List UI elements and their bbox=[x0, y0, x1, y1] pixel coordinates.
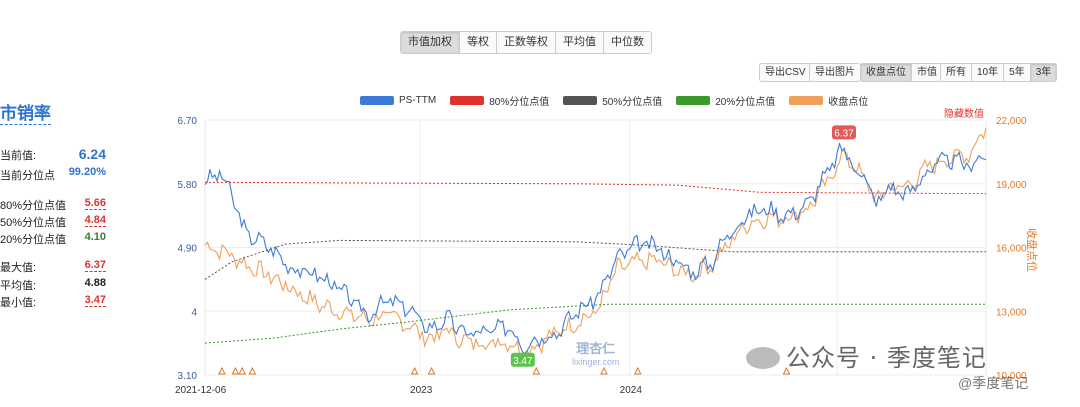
weighting-tabs: 市值加权 等权 正数等权 平均值 中位数 bbox=[400, 31, 652, 54]
legend-item[interactable]: 50%分位点值 bbox=[563, 93, 662, 108]
wechat-watermark: 公众号 · 季度笔记 bbox=[746, 338, 987, 373]
y-left-tick-label: 3.10 bbox=[178, 371, 198, 382]
x-tick-label: 2024 bbox=[620, 385, 643, 396]
legend-item[interactable]: PS-TTM bbox=[360, 95, 436, 106]
y-left-tick-label: 6.70 bbox=[178, 116, 198, 127]
callout-box bbox=[832, 125, 856, 140]
stat-label: 最大值: bbox=[0, 262, 37, 274]
stat-label: 20%分位点值 bbox=[0, 234, 67, 246]
y-right-tick-label: 10,000 bbox=[996, 371, 1027, 382]
event-marker bbox=[410, 366, 419, 375]
legend-swatch bbox=[676, 96, 711, 105]
stat-label: 50%分位点值 bbox=[0, 217, 67, 229]
event-marker bbox=[532, 366, 541, 375]
series-ps-ttm-line bbox=[204, 141, 987, 355]
weighting-tab-1[interactable]: 等权 bbox=[459, 32, 496, 53]
y-left-tick-label: 4.90 bbox=[178, 244, 198, 255]
stat-value: 5.66 bbox=[84, 197, 106, 210]
stat-label: 当前分位点 bbox=[0, 170, 55, 182]
range-tab-1[interactable]: 10年 bbox=[971, 64, 1003, 81]
legend-label: PS-TTM bbox=[399, 95, 437, 106]
legend-swatch bbox=[563, 96, 598, 105]
legend-item[interactable]: 80%分位点值 bbox=[450, 93, 549, 108]
stat-label: 平均值: bbox=[0, 280, 37, 292]
legend-label: 80%分位点值 bbox=[489, 97, 550, 108]
weighting-tab-4[interactable]: 中位数 bbox=[603, 32, 651, 53]
legend-item[interactable]: 收盘点位 bbox=[789, 93, 868, 108]
range-tabs: 所有 10年 5年 3年 bbox=[940, 63, 1058, 82]
event-marker bbox=[238, 366, 246, 375]
stat-value: 4.88 bbox=[84, 277, 106, 289]
x-tick-label: 2023 bbox=[410, 385, 433, 396]
weighting-tab-0[interactable]: 市值加权 bbox=[401, 32, 459, 53]
event-marker bbox=[427, 366, 436, 375]
stat-label: 80%分位点值 bbox=[0, 200, 67, 212]
stat-value: 4.84 bbox=[84, 214, 106, 227]
export-image-button[interactable]: 导出图片 bbox=[809, 63, 861, 82]
stat-value: 3.47 bbox=[84, 294, 106, 307]
series-p80-line bbox=[204, 181, 987, 195]
legend-label: 20%分位点值 bbox=[715, 97, 776, 108]
y-right-tick-label: 13,000 bbox=[996, 307, 1027, 318]
wechat-watermark-text: 公众号 · 季度笔记 bbox=[786, 344, 987, 372]
chart-legend: PS-TTM 80%分位点值 50%分位点值 20%分位点值 收盘点位 bbox=[360, 93, 868, 108]
stat-value: 4.10 bbox=[84, 231, 106, 243]
x-tick-label: 2021-12-06 bbox=[175, 385, 227, 396]
callout-label: 6.37 bbox=[834, 128, 854, 139]
view-tabs: 收盘点位 市值 bbox=[860, 63, 943, 82]
stat-value: 99.20% bbox=[68, 166, 106, 178]
callout-label: 3.47 bbox=[513, 356, 533, 367]
event-marker bbox=[633, 366, 642, 375]
callout-box bbox=[510, 352, 535, 367]
legend-swatch bbox=[789, 96, 824, 105]
legend-label: 50%分位点值 bbox=[602, 97, 663, 108]
lixinger-watermark: 理杏仁 lixinger.com bbox=[572, 338, 620, 367]
right-axis-label: 收盘点位 bbox=[1025, 228, 1039, 272]
y-left-tick-label: 4 bbox=[191, 307, 197, 318]
stat-label: 当前值: bbox=[0, 150, 37, 162]
y-right-tick-label: 22,000 bbox=[996, 116, 1027, 127]
stat-value: 6.37 bbox=[84, 259, 106, 272]
lixinger-watermark-cn: 理杏仁 bbox=[576, 341, 616, 356]
event-marker bbox=[218, 366, 226, 375]
legend-swatch bbox=[450, 96, 485, 105]
range-tab-2[interactable]: 5年 bbox=[1003, 64, 1030, 81]
legend-label: 收盘点位 bbox=[828, 97, 869, 108]
stat-label: 最小值: bbox=[0, 297, 37, 309]
y-left-tick-label: 5.80 bbox=[178, 180, 198, 191]
legend-item[interactable]: 20%分位点值 bbox=[676, 93, 775, 108]
series-p50-line bbox=[204, 239, 986, 280]
metric-title[interactable]: 市销率 bbox=[0, 104, 51, 125]
y-right-tick-label: 16,000 bbox=[996, 244, 1027, 255]
range-tab-0[interactable]: 所有 bbox=[946, 67, 966, 78]
series-p20-line bbox=[204, 303, 986, 344]
event-marker bbox=[782, 366, 791, 375]
lixinger-watermark-en: lixinger.com bbox=[572, 357, 620, 367]
stat-value: 6.24 bbox=[78, 146, 106, 162]
range-tab-3[interactable]: 3年 bbox=[1029, 64, 1057, 81]
handle-watermark: @季度笔记 bbox=[958, 375, 1029, 391]
weighting-tab-3[interactable]: 平均值 bbox=[555, 32, 603, 53]
series-close-line bbox=[204, 128, 987, 365]
view-tab-1[interactable]: 市值 bbox=[911, 64, 942, 81]
legend-swatch bbox=[360, 96, 394, 105]
event-marker bbox=[600, 366, 608, 375]
hide-values-link[interactable]: 隐藏数值 bbox=[944, 107, 984, 120]
event-marker bbox=[248, 366, 257, 375]
event-marker bbox=[231, 366, 240, 375]
weighting-tab-2[interactable]: 正数等权 bbox=[496, 32, 555, 53]
view-tab-0[interactable]: 收盘点位 bbox=[861, 64, 911, 81]
y-right-tick-label: 19,000 bbox=[996, 180, 1027, 191]
wechat-icon bbox=[746, 347, 780, 369]
